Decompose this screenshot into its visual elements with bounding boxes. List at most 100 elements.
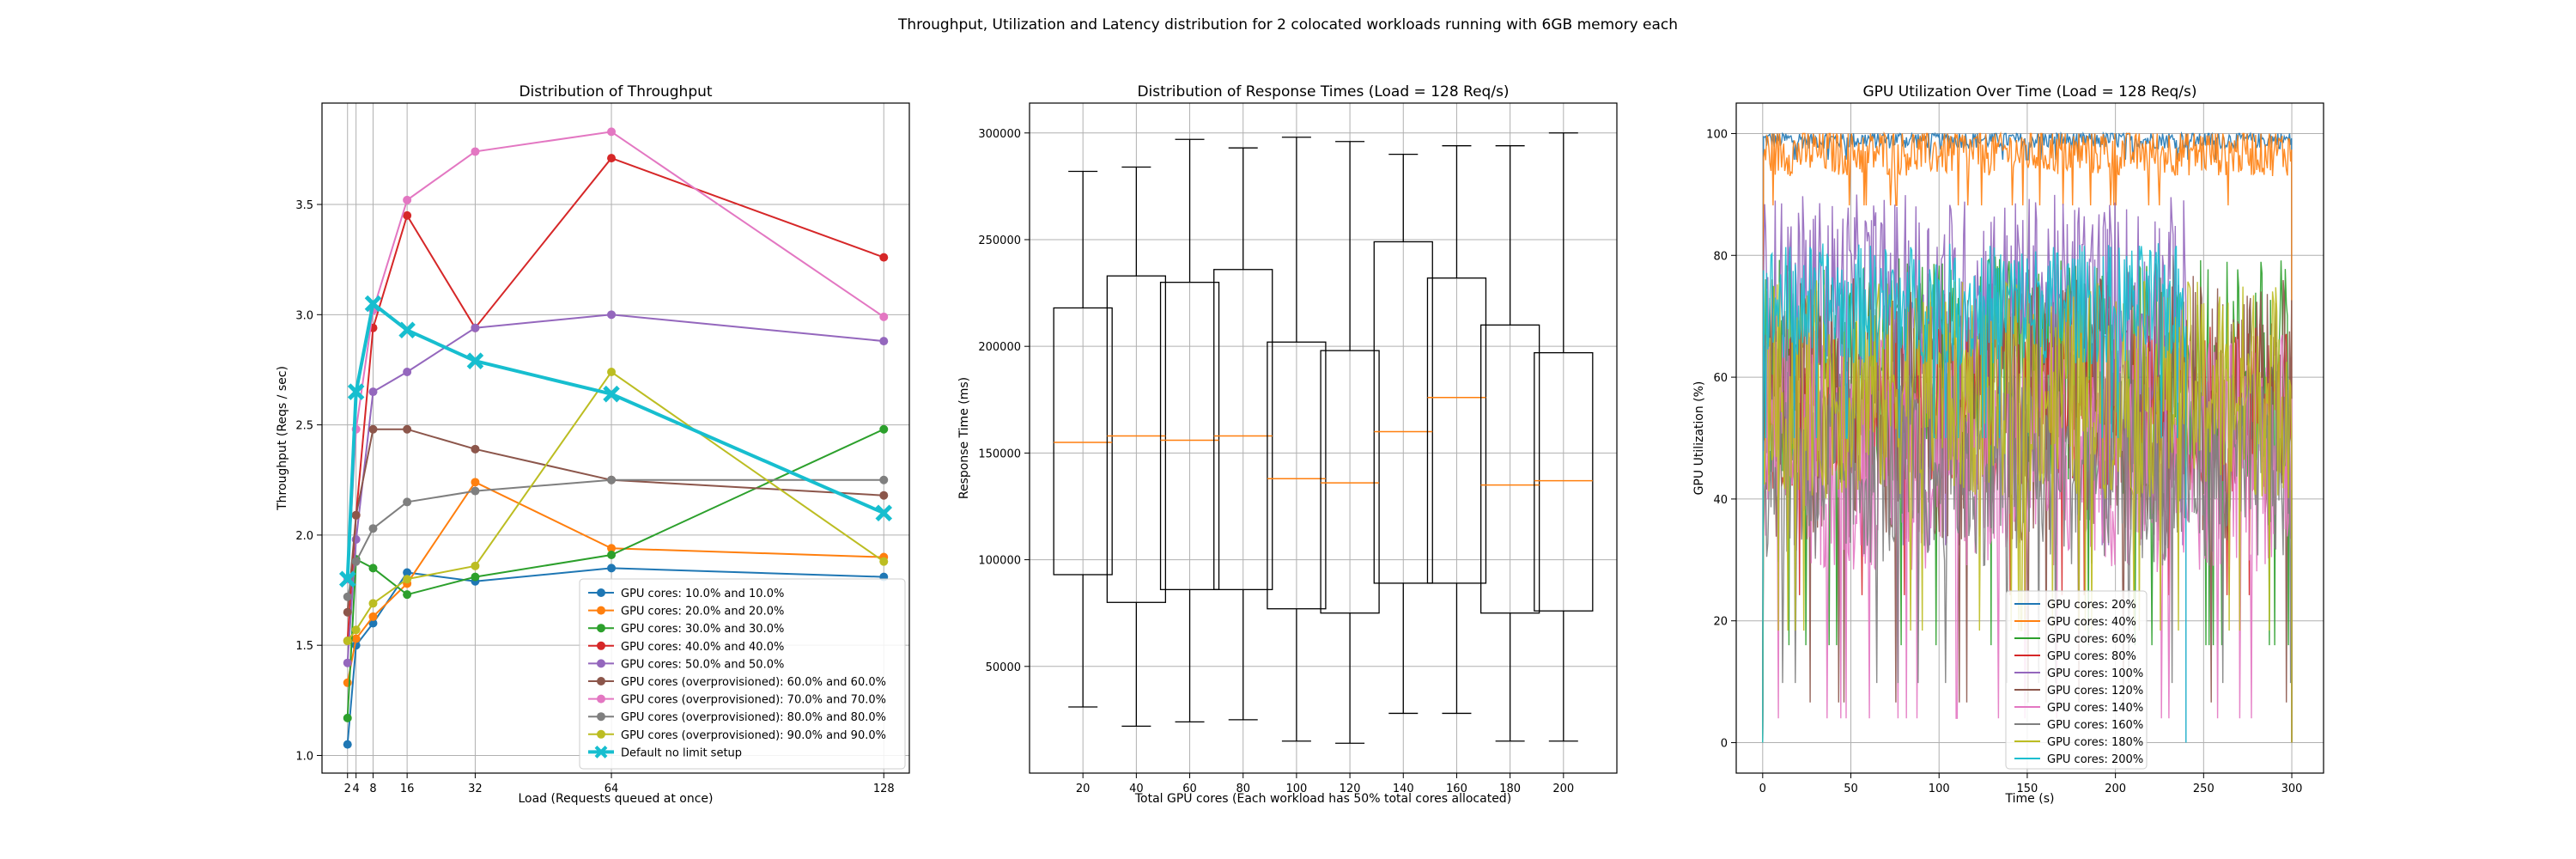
- x-tick-label: 180: [1499, 783, 1521, 795]
- x-tick-label: 160: [1446, 783, 1467, 795]
- legend-label: Default no limit setup: [621, 746, 742, 759]
- y-tick-label: 100000: [978, 555, 1021, 568]
- x-tick-label: 100: [1929, 783, 1950, 795]
- box-iqr: [1426, 277, 1487, 584]
- box-plot-item: [1479, 145, 1540, 742]
- box-plot-item: [1053, 170, 1113, 708]
- data-point: [471, 572, 480, 582]
- utilization-trace: [1762, 131, 2293, 743]
- data-point: [879, 490, 889, 500]
- y-tick-label: 100: [1706, 128, 1728, 141]
- data-point: [879, 337, 889, 346]
- data-point: [607, 550, 617, 559]
- legend-label: GPU cores: 10.0% and 10.0%: [621, 588, 784, 600]
- legend-marker: [597, 677, 605, 685]
- legend-label: GPU cores: 200%: [2047, 753, 2143, 766]
- gpu-utilization-panel: 0 50 100 150 200 250 300 0 20 40 60 80 100 GPU Util…: [1692, 83, 2324, 806]
- legend-marker: [594, 745, 608, 758]
- y-tick-label: 250000: [978, 235, 1021, 247]
- data-point: [343, 592, 352, 601]
- x-tick-label: 140: [1393, 783, 1414, 795]
- gpu-utilization-axes-frame: [1735, 102, 2324, 774]
- box-iqr: [1213, 269, 1273, 591]
- throughput-lines: [338, 127, 893, 749]
- y-tick-label: 50000: [986, 661, 1021, 674]
- data-point: [607, 564, 617, 573]
- data-point: [343, 607, 352, 617]
- x-tick-label: 64: [605, 783, 619, 795]
- legend-label: GPU cores (overprovisioned): 70.0% and 7…: [621, 694, 886, 707]
- box-iqr: [1479, 324, 1540, 614]
- gpu-utilization-xticks: 0 50 100 150 200 250 300: [1759, 773, 2303, 795]
- response-time-xticks: 20 40 60 80 100 120 140 160 180 200: [1076, 773, 1574, 795]
- response-time-title: Distribution of Response Times (Load = 1…: [1137, 83, 1509, 101]
- response-time-yticks: 50000 100000 150000 200000 250000 300000: [978, 128, 1030, 674]
- box-iqr: [1267, 341, 1327, 610]
- utilization-trace: [1762, 371, 2293, 743]
- x-tick-label: 0: [1759, 783, 1766, 795]
- legend-label: GPU cores: 140%: [2047, 702, 2143, 715]
- data-point: [403, 195, 412, 204]
- data-point: [351, 625, 361, 635]
- data-point: [466, 352, 484, 369]
- x-tick-label: 128: [873, 783, 895, 795]
- x-tick-label: 80: [1236, 783, 1250, 795]
- data-point: [403, 368, 412, 377]
- data-point: [351, 557, 361, 566]
- legend-marker: [597, 729, 605, 739]
- data-point: [368, 424, 378, 434]
- data-point: [879, 253, 889, 262]
- data-point: [351, 510, 361, 520]
- legend-label: GPU cores: 100%: [2047, 667, 2143, 680]
- y-tick-label: 0: [1721, 738, 1728, 751]
- y-tick-label: 2.5: [295, 420, 313, 433]
- throughput-panel: 2 4 8 16 32 64 128 1.0 1.5 2.0 2.5 3.0 3.5 Distribu…: [276, 83, 910, 806]
- x-tick-label: 60: [1182, 783, 1197, 795]
- y-tick-label: 1.5: [295, 640, 313, 653]
- data-point: [403, 568, 412, 577]
- throughput-ylabel: Throughput (Reqs / sec): [276, 366, 289, 511]
- data-point: [403, 210, 412, 220]
- response-time-ylabel: Response Time (ms): [957, 377, 971, 499]
- legend-label: GPU cores (overprovisioned): 60.0% and 6…: [621, 676, 886, 689]
- data-point: [368, 599, 378, 608]
- x-tick-label: 16: [400, 783, 415, 795]
- legend-marker: [597, 694, 605, 704]
- data-point: [471, 486, 480, 496]
- utilization-trace: [1762, 243, 2187, 743]
- y-tick-label: 20: [1713, 616, 1728, 629]
- x-tick-label: 200: [1552, 783, 1574, 795]
- box-plot-item: [1267, 137, 1327, 742]
- data-point: [471, 147, 480, 156]
- y-tick-label: 300000: [978, 128, 1021, 141]
- data-point: [607, 544, 617, 553]
- data-point: [879, 475, 889, 484]
- box-iqr: [1320, 350, 1380, 614]
- data-point: [343, 740, 352, 749]
- box-plot-item: [1213, 147, 1273, 721]
- throughput-xlabel: Load (Requests queued at once): [518, 792, 713, 806]
- data-point: [368, 524, 378, 533]
- data-point: [347, 383, 365, 400]
- data-point: [607, 310, 617, 320]
- throughput-grid: [322, 103, 909, 773]
- legend-label: GPU cores: 40.0% and 40.0%: [621, 641, 784, 654]
- utilization-trace: [1762, 330, 2293, 743]
- y-tick-label: 80: [1713, 250, 1728, 263]
- legend-label: GPU cores: 180%: [2047, 736, 2143, 749]
- x-tick-label: 4: [353, 783, 360, 795]
- response-time-grid: [1030, 103, 1617, 773]
- data-point: [364, 295, 382, 313]
- data-point: [338, 570, 356, 588]
- series-line: [346, 131, 884, 580]
- x-tick-label: 300: [2281, 783, 2303, 795]
- legend-label: GPU cores: 80%: [2047, 650, 2136, 663]
- throughput-yticks: 1.0 1.5 2.0 2.5 3.0 3.5: [295, 199, 322, 763]
- data-point: [879, 312, 889, 321]
- y-tick-label: 40: [1713, 494, 1728, 507]
- data-point: [403, 575, 412, 584]
- gpu-utilization-title: GPU Utilization Over Time (Load = 128 Re…: [1863, 83, 2197, 101]
- data-point: [403, 497, 412, 507]
- legend-label: GPU cores: 30.0% and 30.0%: [621, 623, 784, 636]
